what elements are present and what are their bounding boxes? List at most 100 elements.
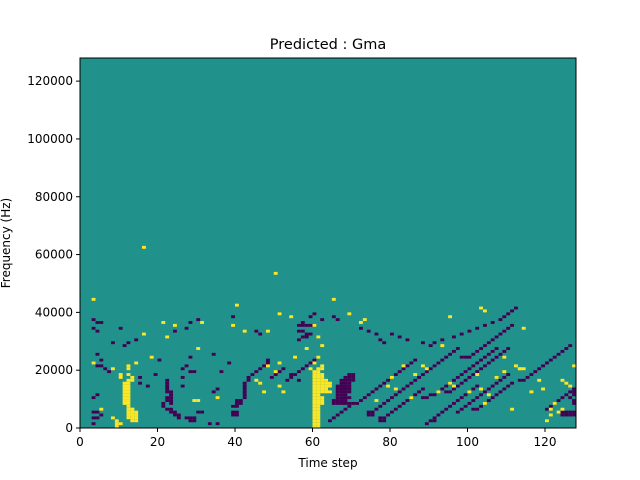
heatmap-cell-high — [99, 407, 104, 411]
heatmap-cell-low — [297, 323, 301, 327]
heatmap-cell-low — [397, 390, 402, 394]
heatmap-cell-low — [502, 329, 507, 333]
heatmap-cell-low — [405, 338, 410, 342]
heatmap-cell-low — [421, 396, 425, 400]
heatmap-cell-low — [165, 399, 170, 402]
heatmap-cell-low — [467, 401, 472, 405]
heatmap-cell-high — [312, 381, 317, 385]
heatmap-cell-low — [382, 419, 387, 423]
heatmap-cell-low — [529, 373, 534, 376]
heatmap-cell-low — [246, 378, 251, 382]
heatmap-cell-low — [479, 367, 484, 371]
heatmap-cell-low — [250, 373, 255, 376]
heatmap-cell-low — [95, 329, 100, 333]
heatmap-cell-low — [393, 373, 398, 376]
heatmap-cell-low — [308, 332, 313, 336]
heatmap-cell-low — [436, 413, 441, 417]
heatmap-cell-high — [393, 387, 398, 391]
heatmap-cell-low — [339, 401, 344, 405]
heatmap-cell-high — [266, 364, 270, 368]
heatmap-cell-high — [196, 399, 201, 402]
heatmap-cell-low — [409, 361, 414, 365]
heatmap-cell-low — [564, 347, 569, 350]
heatmap-cell-low — [169, 390, 174, 394]
heatmap-cell-low — [366, 329, 371, 333]
heatmap-cell-high — [273, 271, 278, 275]
heatmap-cell-low — [459, 355, 464, 359]
heatmap-cell-low — [560, 396, 565, 400]
heatmap-cell-low — [382, 381, 387, 385]
heatmap-cell-low — [486, 352, 491, 356]
heatmap-cell-high — [390, 375, 394, 379]
heatmap-cell-low — [490, 358, 495, 362]
plot-background — [80, 58, 576, 428]
heatmap-cell-low — [343, 387, 348, 391]
heatmap-cell-low — [490, 349, 495, 353]
heatmap-cell-low — [304, 335, 309, 339]
heatmap-cell-high — [126, 401, 131, 405]
heatmap-cell-high — [521, 367, 526, 371]
heatmap-cell-high — [126, 399, 131, 402]
y-axis-label: Frequency (Hz) — [0, 198, 13, 289]
heatmap-cell-low — [238, 401, 243, 405]
heatmap-cell-high — [452, 384, 456, 388]
heatmap-cell-low — [266, 358, 270, 362]
heatmap-cell-low — [459, 381, 464, 385]
heatmap-cell-high — [130, 416, 135, 420]
heatmap-cell-low — [572, 401, 577, 405]
heatmap-cell-low — [378, 384, 383, 388]
heatmap-cell-high — [293, 355, 298, 359]
heatmap-cell-high — [312, 407, 317, 411]
heatmap-cell-low — [459, 407, 464, 411]
heatmap-cell-high — [312, 425, 317, 428]
heatmap-cell-low — [362, 396, 367, 400]
heatmap-cell-low — [502, 349, 507, 353]
heatmap-cell-high — [560, 378, 565, 382]
heatmap-cell-high — [118, 375, 123, 379]
heatmap-cell-low — [366, 410, 371, 414]
x-tick-label: 80 — [382, 435, 397, 449]
heatmap-cell-low — [343, 378, 348, 382]
heatmap-cell-high — [215, 396, 220, 400]
heatmap-cell-high — [142, 245, 146, 249]
heatmap-cell-low — [304, 323, 309, 327]
heatmap-cell-low — [548, 404, 553, 408]
heatmap-cell-low — [351, 373, 356, 376]
x-tick-label: 120 — [534, 435, 557, 449]
heatmap-cell-low — [308, 361, 313, 365]
heatmap-cell-low — [165, 390, 170, 394]
heatmap-cell-low — [421, 387, 425, 391]
heatmap-cell-high — [324, 378, 329, 382]
heatmap-cell-high — [320, 399, 325, 402]
heatmap-cell-high — [196, 347, 201, 350]
heatmap-cell-high — [467, 390, 472, 394]
heatmap-cell-high — [134, 410, 139, 414]
heatmap-cell-high — [130, 378, 135, 382]
heatmap-cell-low — [165, 387, 170, 391]
heatmap-cell-low — [95, 393, 100, 397]
heatmap-cell-low — [545, 361, 549, 365]
heatmap-cell-low — [572, 399, 577, 402]
heatmap-cell-high — [320, 390, 325, 394]
heatmap-cell-low — [300, 335, 305, 339]
heatmap-cell-high — [126, 381, 131, 385]
heatmap-cell-high — [316, 422, 321, 426]
heatmap-cell-high — [320, 396, 325, 400]
heatmap-cell-low — [242, 390, 247, 394]
heatmap-cell-low — [335, 318, 340, 322]
heatmap-cell-low — [498, 390, 503, 394]
heatmap-cell-low — [568, 413, 573, 417]
heatmap-cell-low — [560, 349, 565, 353]
heatmap-cell-low — [386, 378, 391, 382]
heatmap-cell-high — [320, 373, 325, 376]
heatmap-cell-low — [293, 373, 298, 376]
heatmap-cell-low — [475, 370, 480, 374]
heatmap-cell-low — [262, 364, 267, 368]
heatmap-cell-high — [122, 399, 127, 402]
heatmap-cell-high — [320, 375, 325, 379]
heatmap-cell-low — [347, 387, 352, 391]
heatmap-cell-low — [537, 367, 542, 371]
heatmap-cell-high — [130, 375, 135, 379]
heatmap-cell-high — [316, 373, 321, 376]
heatmap-cell-low — [486, 399, 491, 402]
